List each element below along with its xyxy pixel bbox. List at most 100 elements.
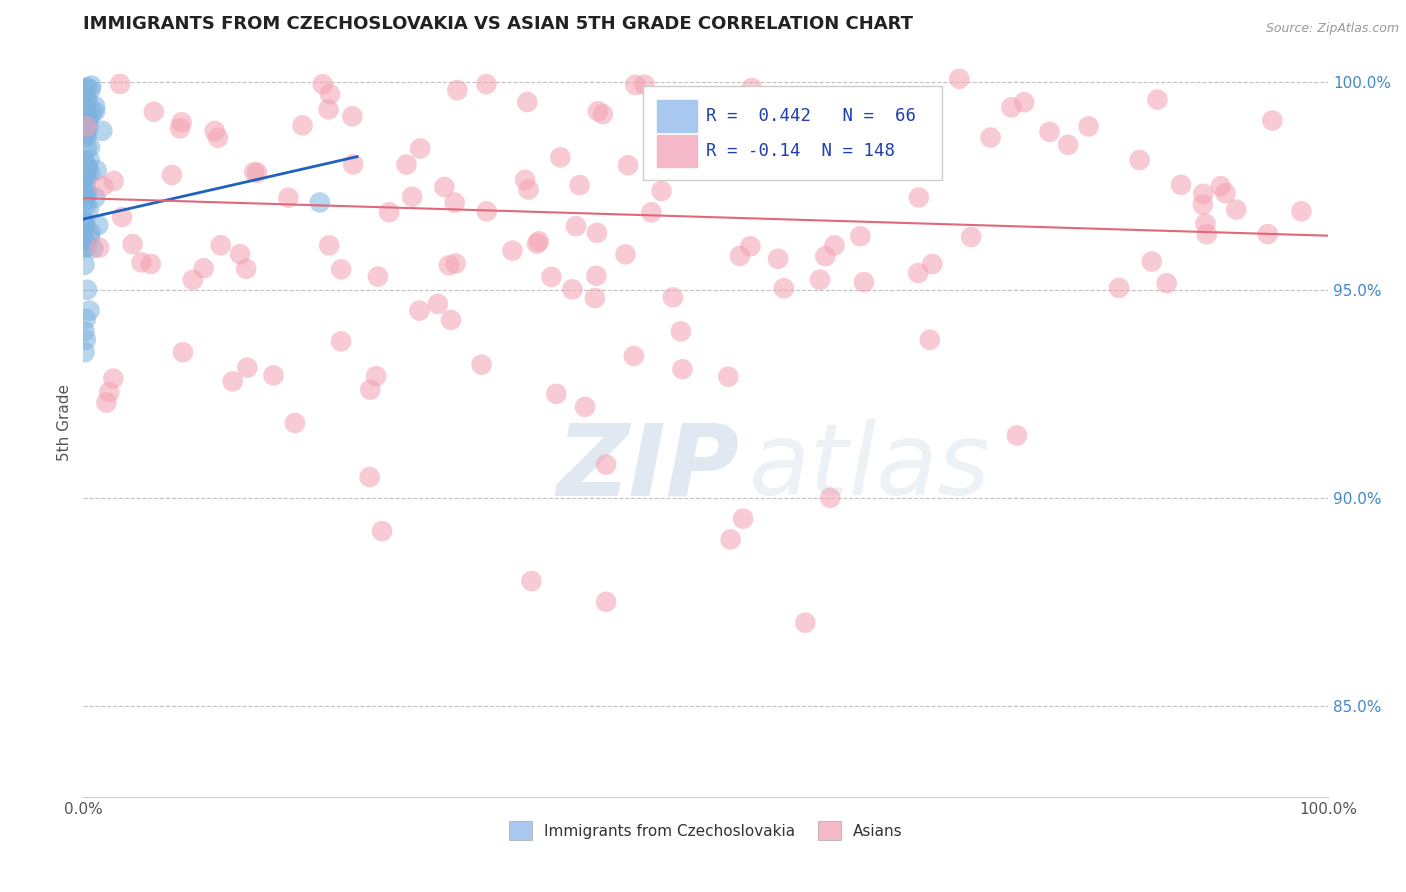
Point bbox=[1261, 113, 1284, 128]
FancyBboxPatch shape bbox=[657, 100, 697, 132]
Text: IMMIGRANTS FROM CZECHOSLOVAKIA VS ASIAN 5TH GRADE CORRELATION CHART: IMMIGRANTS FROM CZECHOSLOVAKIA VS ASIAN … bbox=[83, 15, 914, 33]
Point bbox=[96, 395, 118, 409]
Point bbox=[79, 153, 101, 167]
Point bbox=[76, 163, 98, 178]
Point bbox=[91, 179, 114, 194]
Point bbox=[342, 109, 364, 123]
Point bbox=[80, 226, 103, 240]
Point bbox=[1012, 95, 1035, 110]
Point bbox=[73, 258, 96, 272]
Point bbox=[794, 615, 817, 630]
Point bbox=[720, 533, 742, 547]
Point bbox=[624, 78, 647, 92]
Point bbox=[728, 249, 751, 263]
Point bbox=[367, 269, 389, 284]
Point bbox=[73, 153, 96, 168]
Point bbox=[433, 180, 456, 194]
Point bbox=[80, 78, 103, 93]
Point bbox=[75, 119, 97, 133]
Point bbox=[277, 191, 299, 205]
Point bbox=[651, 184, 673, 198]
Point bbox=[246, 166, 269, 180]
Point bbox=[170, 115, 193, 129]
Point bbox=[1108, 281, 1130, 295]
Point bbox=[1194, 217, 1216, 231]
Point bbox=[169, 121, 191, 136]
Point bbox=[1057, 137, 1080, 152]
Point bbox=[1000, 100, 1022, 114]
Point bbox=[364, 369, 387, 384]
Point bbox=[75, 200, 97, 214]
Point bbox=[907, 266, 929, 280]
Point bbox=[526, 236, 548, 251]
Point bbox=[980, 130, 1002, 145]
Point bbox=[586, 226, 609, 240]
Point bbox=[568, 178, 591, 193]
Point bbox=[91, 124, 114, 138]
Point bbox=[73, 194, 96, 209]
Point bbox=[75, 82, 97, 96]
Point bbox=[319, 87, 342, 101]
Point bbox=[75, 312, 97, 326]
Point bbox=[741, 81, 763, 95]
Point bbox=[76, 92, 98, 106]
Point bbox=[75, 161, 97, 175]
Point bbox=[682, 99, 704, 113]
Point bbox=[1257, 227, 1279, 241]
Point bbox=[908, 190, 931, 204]
Point bbox=[540, 269, 562, 284]
Point bbox=[1077, 120, 1099, 134]
Point bbox=[1195, 227, 1218, 241]
Point bbox=[574, 400, 596, 414]
Point bbox=[818, 491, 841, 505]
Point bbox=[72, 116, 94, 130]
Point bbox=[702, 154, 724, 169]
Point bbox=[84, 99, 107, 113]
Point bbox=[426, 297, 449, 311]
Point bbox=[75, 130, 97, 145]
Point bbox=[592, 107, 614, 121]
Point bbox=[73, 183, 96, 197]
Point bbox=[193, 261, 215, 276]
FancyBboxPatch shape bbox=[657, 136, 697, 167]
Point bbox=[640, 205, 662, 219]
Point bbox=[565, 219, 588, 234]
Point bbox=[79, 83, 101, 97]
Point bbox=[87, 218, 110, 232]
Point bbox=[73, 220, 96, 235]
Point bbox=[75, 103, 97, 117]
Text: ZIP: ZIP bbox=[557, 419, 740, 516]
Point bbox=[76, 126, 98, 140]
Point bbox=[1038, 125, 1060, 139]
Point bbox=[318, 103, 340, 117]
Point bbox=[75, 128, 97, 142]
Point bbox=[731, 511, 754, 525]
Point bbox=[446, 83, 468, 97]
Point bbox=[73, 213, 96, 227]
Point bbox=[76, 283, 98, 297]
Point bbox=[82, 106, 104, 120]
Point bbox=[86, 163, 108, 178]
Point bbox=[207, 130, 229, 145]
Point bbox=[1291, 204, 1313, 219]
Point bbox=[475, 204, 498, 219]
Point bbox=[75, 333, 97, 347]
Point bbox=[103, 371, 125, 385]
Point bbox=[172, 345, 194, 359]
Point bbox=[401, 190, 423, 204]
Point bbox=[831, 151, 853, 165]
Point bbox=[1192, 197, 1215, 211]
Point bbox=[682, 127, 704, 141]
Point bbox=[236, 360, 259, 375]
Point bbox=[291, 119, 314, 133]
Point bbox=[73, 219, 96, 233]
Point bbox=[595, 458, 617, 472]
Point bbox=[73, 161, 96, 176]
Point bbox=[585, 268, 607, 283]
Point bbox=[471, 358, 494, 372]
Point bbox=[437, 258, 460, 272]
Point bbox=[181, 273, 204, 287]
Point bbox=[378, 205, 401, 219]
Point bbox=[501, 244, 523, 258]
Point bbox=[550, 151, 572, 165]
